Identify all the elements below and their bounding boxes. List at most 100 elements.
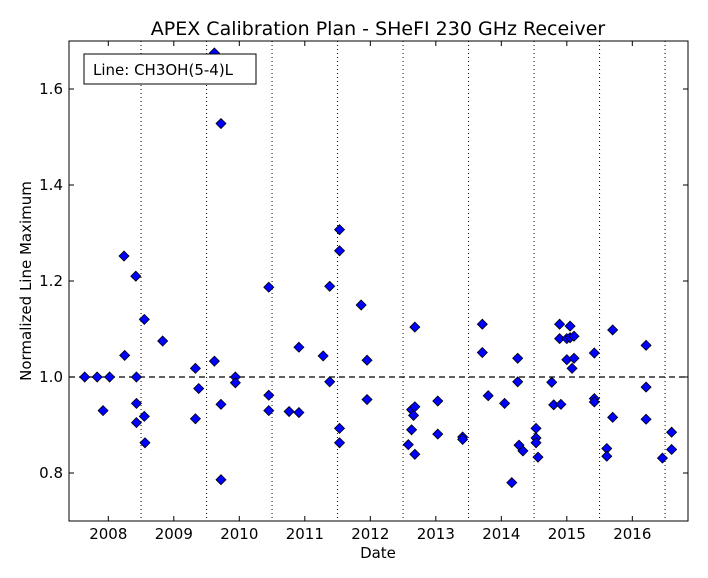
legend-frame	[83, 53, 257, 85]
data-point-84	[640, 381, 652, 393]
data-point-53	[482, 390, 494, 402]
x-tick-label-8: 2016	[613, 525, 651, 543]
data-point-87	[666, 426, 678, 438]
ticks-layer: 2008 2009 2010 2011 2012 2013 2014 2015 2016 0.8 1…	[39, 41, 688, 543]
data-point-30	[317, 350, 329, 362]
legend-box: Line: CH3OH(5-4)L	[83, 53, 257, 85]
data-point-59	[517, 445, 529, 457]
data-point-2	[97, 405, 109, 417]
data-point-9	[130, 417, 143, 429]
data-point-51	[476, 318, 488, 330]
data-point-68	[555, 398, 567, 410]
data-point-88	[666, 443, 678, 456]
data-point-54	[499, 397, 511, 409]
data-point-26	[263, 405, 275, 417]
data-point-13	[157, 335, 169, 347]
data-point-86	[656, 452, 669, 464]
x-axis-label: Date	[360, 544, 396, 562]
data-point-46	[409, 448, 421, 460]
data-point-71	[564, 320, 576, 332]
data-point-85	[640, 413, 652, 425]
y-tick-label-3: 1.4	[39, 176, 63, 194]
data-point-20	[215, 398, 227, 410]
x-tick-label-2: 2010	[220, 525, 258, 543]
data-point-81	[607, 324, 619, 336]
data-point-44	[409, 321, 421, 333]
x-tick-label-3: 2011	[286, 525, 324, 543]
data-point-23	[229, 377, 241, 389]
data-point-56	[512, 352, 524, 364]
data-point-42	[406, 424, 418, 436]
x-tick-label-6: 2014	[482, 525, 520, 543]
x-tick-label-1: 2009	[155, 525, 193, 543]
data-point-45	[409, 401, 421, 413]
data-point-83	[640, 339, 652, 351]
y-axis-label: Normalized Line Maximum	[17, 181, 35, 381]
data-point-63	[532, 451, 544, 463]
data-point-14	[189, 362, 201, 374]
data-point-4	[118, 250, 130, 262]
y-tick-label-1: 1.0	[39, 368, 63, 386]
data-point-31	[324, 280, 336, 292]
legend-text: Line: CH3OH(5-4)L	[93, 61, 234, 79]
grid-layer	[140, 41, 666, 521]
data-point-21	[215, 474, 227, 486]
data-point-57	[512, 376, 524, 388]
data-point-73	[566, 362, 578, 374]
x-tick-label-7: 2015	[548, 525, 586, 543]
data-point-52	[476, 346, 488, 359]
data-point-43	[407, 409, 420, 421]
data-point-76	[588, 347, 600, 359]
chart-title: APEX Calibration Plan - SHeFI 230 GHz Re…	[151, 18, 606, 40]
data-point-8	[130, 397, 143, 409]
data-point-15	[189, 413, 201, 425]
data-point-39	[361, 393, 373, 406]
y-tick-label-0: 0.8	[39, 464, 63, 482]
data-point-40	[402, 439, 414, 451]
data-point-5	[119, 349, 131, 361]
data-point-66	[554, 318, 566, 330]
data-point-0	[79, 371, 91, 383]
data-point-35	[333, 422, 346, 434]
data-point-24	[263, 281, 275, 293]
data-point-32	[324, 376, 336, 388]
data-point-64	[546, 376, 558, 388]
data-point-47	[432, 395, 444, 407]
data-point-17	[208, 355, 220, 367]
data-point-80	[601, 450, 613, 462]
data-point-38	[361, 354, 373, 366]
y-tick-label-2: 1.2	[39, 272, 63, 290]
data-point-55	[506, 477, 518, 489]
data-point-27	[283, 405, 295, 418]
data-point-50	[457, 433, 469, 445]
data-point-37	[355, 299, 367, 311]
data-point-3	[104, 371, 116, 383]
data-point-25	[263, 389, 275, 401]
points-layer	[79, 47, 678, 489]
x-tick-label-4: 2012	[351, 525, 389, 543]
data-point-10	[138, 313, 150, 325]
data-point-33	[333, 224, 346, 236]
data-point-62	[530, 437, 542, 449]
data-point-6	[130, 270, 142, 282]
data-point-74	[568, 330, 580, 342]
data-point-36	[333, 437, 346, 449]
data-point-48	[432, 428, 444, 440]
data-point-29	[293, 406, 305, 419]
x-tick-label-5: 2013	[417, 525, 455, 543]
data-point-7	[130, 371, 143, 383]
data-point-28	[293, 341, 305, 353]
data-point-19	[215, 117, 227, 130]
data-point-82	[607, 411, 619, 423]
x-tick-label-0: 2008	[89, 525, 127, 543]
data-point-16	[193, 382, 205, 395]
data-point-1	[91, 371, 103, 383]
data-point-11	[138, 410, 150, 422]
data-point-34	[333, 245, 346, 257]
data-point-78	[588, 396, 600, 408]
data-point-75	[568, 352, 580, 364]
y-tick-label-4: 1.6	[39, 80, 63, 98]
data-point-12	[139, 437, 151, 449]
